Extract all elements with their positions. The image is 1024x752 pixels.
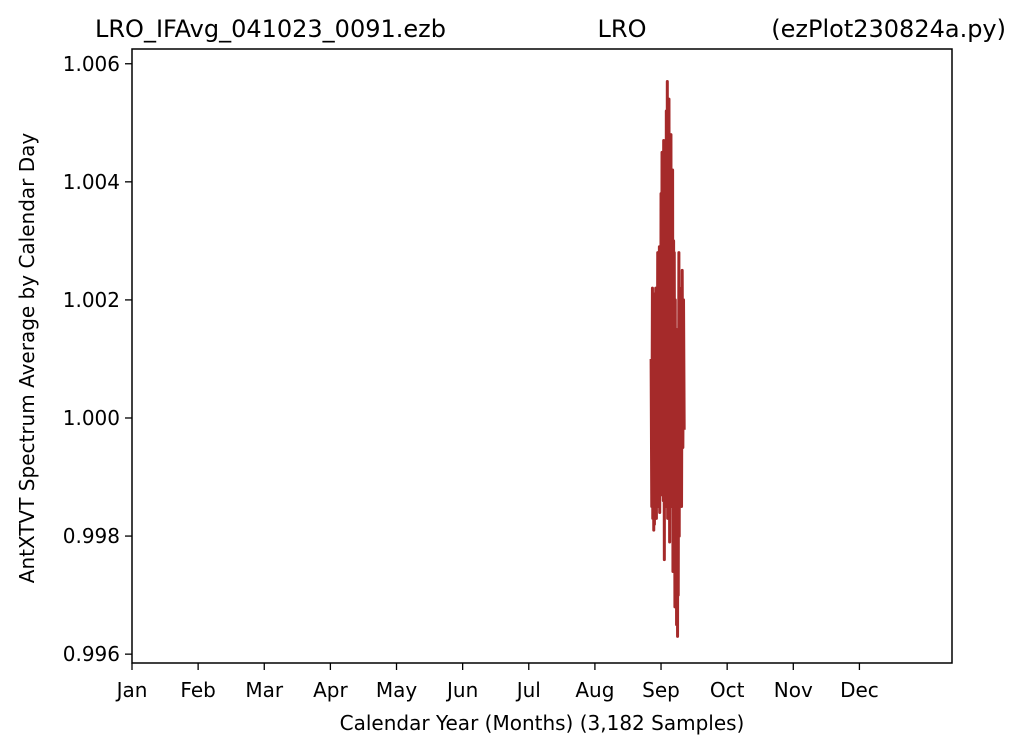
x-tick-label: Sep bbox=[642, 678, 680, 702]
y-tick-label: 0.996 bbox=[63, 642, 120, 666]
plot-area bbox=[649, 79, 686, 638]
x-tick-label: Mar bbox=[245, 678, 284, 702]
x-tick-label: Nov bbox=[774, 678, 813, 702]
x-axis-label: Calendar Year (Months) (3,182 Samples) bbox=[340, 711, 745, 735]
x-tick-label: Jan bbox=[115, 678, 148, 702]
x-tick-label: May bbox=[376, 678, 418, 702]
x-axis: Jan Feb Mar Apr May Jun Jul Aug Sep Oct Nov Dec bbox=[115, 663, 879, 702]
x-tick-label: Apr bbox=[313, 678, 348, 702]
y-tick-label: 1.006 bbox=[63, 52, 120, 76]
x-tick-label: Dec bbox=[840, 678, 879, 702]
y-tick-label: 1.002 bbox=[63, 288, 120, 312]
x-tick-label: Jun bbox=[445, 678, 478, 702]
series-line bbox=[649, 79, 686, 638]
y-tick-label: 1.000 bbox=[63, 406, 120, 430]
y-tick-label: 0.998 bbox=[63, 524, 120, 548]
x-tick-label: Oct bbox=[710, 678, 745, 702]
x-tick-label: Feb bbox=[180, 678, 215, 702]
y-tick-label: 1.004 bbox=[63, 170, 120, 194]
title-row: LRO_IFAvg_041023_0091.ezb LRO (ezPlot230… bbox=[95, 15, 1006, 43]
x-tick-label: Jul bbox=[515, 678, 541, 702]
axes-frame bbox=[131, 48, 953, 664]
x-tick-label: Aug bbox=[575, 678, 614, 702]
chart-title-left: LRO_IFAvg_041023_0091.ezb bbox=[95, 15, 446, 43]
chart-title-right: (ezPlot230824a.py) bbox=[771, 15, 1006, 43]
chart-title-center: LRO bbox=[598, 15, 647, 43]
y-axis: 0.996 0.998 1.000 1.002 1.004 1.006 bbox=[63, 52, 132, 666]
y-axis-label: AntXTVT Spectrum Average by Calendar Day bbox=[15, 133, 39, 584]
